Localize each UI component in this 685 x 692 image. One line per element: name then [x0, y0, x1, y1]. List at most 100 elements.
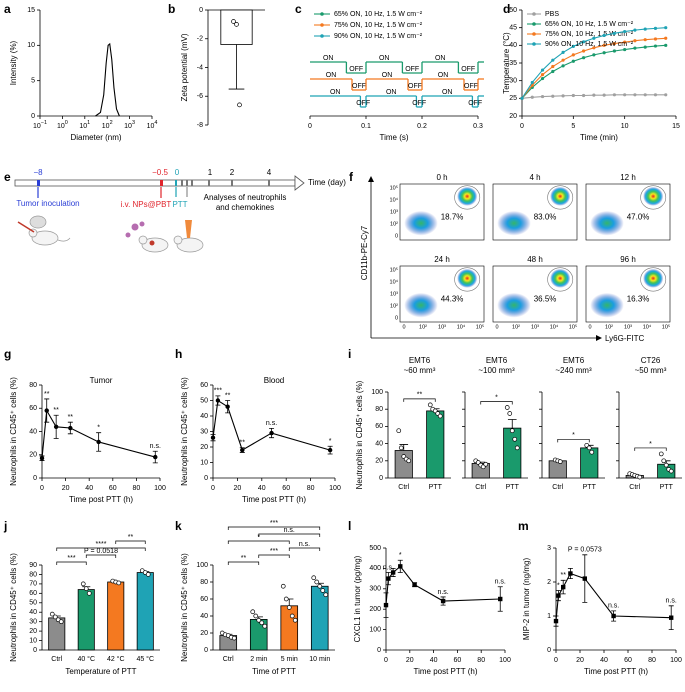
panel-subtitle: ~60 mm³ — [404, 366, 436, 375]
state-label: OFF — [405, 66, 419, 73]
x-tick-label: 0 — [308, 123, 312, 130]
point — [561, 58, 565, 62]
data-point — [280, 583, 286, 589]
legend-label: 65% ON, 10 Hz, 1.5 W cm⁻² — [545, 21, 634, 28]
x-axis-label: Time (min) — [580, 133, 618, 142]
series-line — [212, 399, 331, 451]
significance-label: ** — [44, 391, 50, 398]
state-label: OFF — [468, 100, 482, 107]
legend-marker — [532, 22, 536, 26]
flow-y-tick: 10⁴ — [390, 196, 399, 203]
point — [561, 584, 566, 590]
data-point — [406, 458, 412, 464]
state-label: ON — [442, 89, 453, 96]
y-tick-label: 20 — [29, 628, 37, 635]
significance-label: P = 0.0573 — [568, 547, 602, 554]
point — [561, 94, 565, 98]
panel-label: b — [168, 2, 175, 16]
x-tick-label: PTT — [583, 484, 597, 491]
x-tick-label: 100 — [154, 485, 166, 492]
panel-subtitle: ~100 mm³ — [478, 366, 515, 375]
x-tick-label: 2 min — [250, 656, 267, 663]
x-axis-label: Time post PTT (h) — [413, 667, 477, 676]
y-tick-label: 90 — [29, 562, 37, 569]
x-tick-label: 40 — [600, 657, 608, 664]
point — [653, 26, 658, 30]
point — [612, 49, 617, 53]
event-label: Analyses of neutrophils — [204, 193, 287, 202]
legend-label: 75% ON, 10 Hz, 1.5 W cm⁻² — [545, 31, 634, 38]
flow-x-tick: 10⁴ — [457, 323, 466, 330]
y-tick-label: 10 — [29, 637, 37, 644]
data-point — [80, 581, 86, 587]
legend-label: 90% ON, 10 Hz, 1.5 W cm⁻² — [334, 33, 423, 40]
x-tick-label: Ctrl — [51, 656, 62, 663]
x-axis-label: Temperature of PTT — [65, 667, 136, 676]
data-point — [311, 575, 317, 581]
significance-bracket — [634, 447, 667, 451]
density — [497, 210, 531, 236]
event-marker — [186, 180, 188, 186]
density — [497, 292, 531, 318]
flow-y-tick: 10⁵ — [390, 266, 398, 273]
panel-label: f — [349, 170, 354, 184]
data-point — [253, 613, 259, 619]
point — [653, 37, 658, 41]
gate — [454, 267, 481, 292]
x-tick-label: Ctrl — [398, 484, 409, 491]
x-tick-label: 0.1 — [361, 123, 371, 130]
point — [633, 39, 637, 43]
x-tick-label: 60 — [109, 485, 117, 492]
legend-label: 75% ON, 10 Hz, 1.5 W cm⁻² — [334, 22, 423, 29]
point — [664, 93, 668, 97]
bar — [136, 572, 154, 651]
y-axis-label: Neutrophils in CD45⁺ cells (%) — [355, 380, 364, 489]
gate-percent: 16.3% — [627, 295, 650, 304]
x-tick-label: 100 — [57, 120, 68, 129]
point — [582, 40, 586, 44]
bar — [426, 410, 445, 479]
point — [540, 68, 545, 72]
flow-y-tick: 10² — [390, 221, 398, 227]
y-axis-label: Zeta potential (mV) — [180, 33, 189, 101]
y-tick-label: 80 — [29, 571, 37, 578]
flow-y-tick: 10³ — [390, 209, 398, 215]
y-tick-label: 15 — [27, 7, 35, 14]
significance-bracket — [258, 554, 290, 558]
flow-y-tick: 0 — [395, 233, 398, 239]
x-axis-label: Time (s) — [379, 133, 408, 142]
significance-label: n.s. — [608, 603, 619, 610]
y-axis-label: Neutrophils in CD45⁺ cells (%) — [180, 553, 189, 662]
x-tick-label: 20 — [576, 657, 584, 664]
state-label: ON — [386, 89, 397, 96]
y-tick-label: 200 — [369, 606, 381, 613]
x-tick-label: 0 — [554, 657, 558, 664]
state-label: OFF — [356, 100, 370, 107]
y-axis-label: CXCL1 in tumor (pg/mg) — [353, 555, 362, 642]
y-tick-label: 1 — [547, 613, 551, 620]
density — [643, 268, 664, 288]
y-tick-label: 45 — [509, 25, 517, 32]
flow-y-tick: 10³ — [390, 291, 398, 297]
panel-label: c — [295, 2, 302, 16]
bar — [548, 460, 567, 479]
point — [571, 44, 575, 48]
point — [269, 430, 274, 436]
gate — [454, 185, 481, 210]
y-tick-label: 80 — [200, 579, 208, 586]
data-point — [259, 620, 265, 626]
y-tick-label: 40 — [29, 609, 37, 616]
y-tick-label: 0 — [204, 647, 208, 654]
x-tick-label: 10 — [621, 123, 629, 130]
y-tick-label: 80 — [375, 406, 383, 413]
legend-marker — [532, 42, 536, 46]
data-point — [83, 586, 89, 591]
y-tick-label: 20 — [375, 458, 383, 465]
point — [556, 593, 561, 598]
y-tick-label: 60 — [200, 596, 208, 603]
state-label: OFF — [352, 83, 366, 90]
y-tick-label: 20 — [200, 444, 208, 451]
data-point — [116, 580, 122, 586]
x-tick-label: 80 — [477, 657, 485, 664]
